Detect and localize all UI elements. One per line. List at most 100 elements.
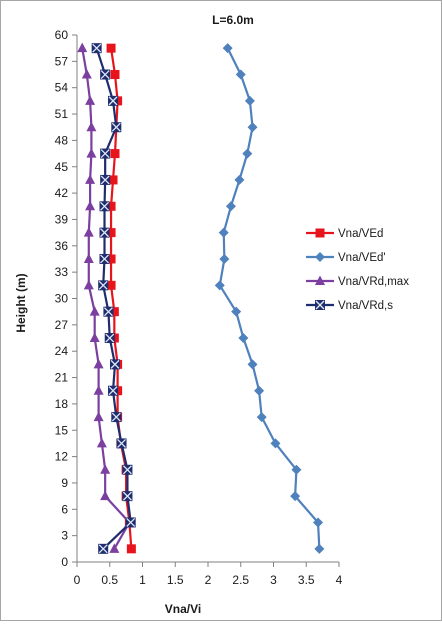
- data-point: [108, 175, 118, 185]
- data-point: [100, 148, 111, 159]
- data-point: [85, 174, 96, 184]
- data-point: [83, 253, 94, 263]
- data-point: [86, 121, 97, 132]
- data-point: [313, 517, 324, 528]
- y-tick-label: 18: [55, 397, 69, 411]
- data-point: [99, 227, 110, 238]
- data-point: [106, 280, 116, 290]
- y-tick-label: 30: [55, 292, 69, 306]
- data-point: [85, 200, 96, 211]
- legend-item: Vna/VRd,s: [306, 300, 393, 312]
- data-point: [235, 69, 246, 80]
- data-point: [108, 95, 119, 106]
- data-point: [98, 280, 109, 291]
- data-point: [93, 411, 104, 422]
- data-point: [98, 543, 109, 554]
- data-point: [270, 438, 281, 449]
- data-point: [104, 333, 115, 344]
- data-point: [77, 42, 88, 53]
- data-point: [314, 543, 325, 554]
- legend-marker: [315, 228, 325, 238]
- series-Vna/VEd': [214, 43, 325, 554]
- series-Vna/VRd,max: [77, 42, 135, 553]
- data-point: [85, 95, 96, 105]
- data-point: [81, 69, 92, 79]
- legend-marker: [315, 300, 325, 310]
- data-point: [93, 358, 104, 369]
- data-point: [86, 148, 97, 158]
- y-tick-label: 0: [61, 555, 68, 569]
- y-tick-label: 42: [55, 186, 69, 200]
- data-point: [122, 464, 133, 475]
- y-axis-title: Height (m): [14, 273, 28, 332]
- legend-label: Vna/VEd: [338, 228, 383, 240]
- data-point: [242, 148, 253, 159]
- legend: Vna/VEd Vna/VEd' Vna/VRd,max Vna/VRd,s: [306, 228, 409, 312]
- data-point: [238, 333, 249, 344]
- data-point: [219, 253, 230, 264]
- data-point: [108, 385, 119, 396]
- data-point: [109, 307, 119, 317]
- data-point: [91, 43, 102, 54]
- data-point: [106, 201, 116, 211]
- y-tick-label: 33: [55, 265, 69, 279]
- y-tick-label: 36: [55, 239, 69, 253]
- data-point: [100, 69, 111, 80]
- y-tick-label: 15: [55, 423, 69, 437]
- x-tick-label: 2: [205, 573, 212, 587]
- data-point: [100, 174, 111, 185]
- series-Vna/VEd: [106, 43, 136, 554]
- data-point: [83, 227, 94, 237]
- data-point: [254, 385, 265, 396]
- x-tick-label: 0: [74, 573, 81, 587]
- x-axis-title: Vna/Vi: [165, 602, 201, 616]
- x-tick-label: 3.5: [298, 573, 315, 587]
- y-tick-label: 48: [55, 133, 69, 147]
- legend-marker: [315, 275, 325, 285]
- y-tick-label: 60: [55, 28, 69, 42]
- legend-label: Vna/VRd,s: [338, 300, 393, 312]
- chart-title: L=6.0m: [212, 13, 254, 27]
- data-point: [106, 43, 116, 53]
- data-point: [83, 279, 94, 290]
- data-point: [89, 332, 100, 343]
- data-point: [106, 254, 116, 264]
- data-point: [231, 306, 242, 317]
- x-tick-label: 1: [139, 573, 146, 587]
- legend-item: Vna/VRd,max: [306, 275, 409, 288]
- data-point: [89, 306, 100, 316]
- data-point: [247, 122, 258, 133]
- series-Vna/VRd,s: [91, 43, 136, 554]
- data-point: [110, 70, 120, 80]
- data-point: [109, 543, 120, 553]
- y-tick-label: 21: [55, 371, 69, 385]
- legend-item: Vna/VEd': [306, 252, 386, 264]
- data-point: [100, 490, 111, 501]
- data-point: [110, 149, 120, 159]
- data-point: [93, 385, 104, 395]
- legend-label: Vna/VRd,max: [338, 276, 409, 288]
- y-tick-label: 24: [55, 344, 69, 358]
- legend-item: Vna/VEd: [306, 228, 383, 240]
- x-tick-label: 2.5: [232, 573, 249, 587]
- legend-label: Vna/VEd': [338, 252, 386, 264]
- x-tick-label: 4: [336, 573, 343, 587]
- data-point: [290, 491, 301, 502]
- y-tick-label: 45: [55, 160, 69, 174]
- data-point: [222, 43, 233, 54]
- data-point: [244, 95, 255, 106]
- y-tick-label: 6: [61, 502, 68, 516]
- x-tick-label: 1.5: [167, 573, 184, 587]
- data-point: [103, 306, 114, 317]
- legend-marker: [315, 252, 325, 262]
- series-line: [218, 47, 321, 549]
- x-tick-label: 0.5: [101, 573, 118, 587]
- data-point: [291, 464, 302, 475]
- y-tick-label: 9: [61, 476, 68, 490]
- data-point: [122, 491, 133, 502]
- data-point: [234, 174, 245, 185]
- y-tick-label: 39: [55, 212, 69, 226]
- data-point: [109, 359, 120, 370]
- data-point: [106, 228, 116, 238]
